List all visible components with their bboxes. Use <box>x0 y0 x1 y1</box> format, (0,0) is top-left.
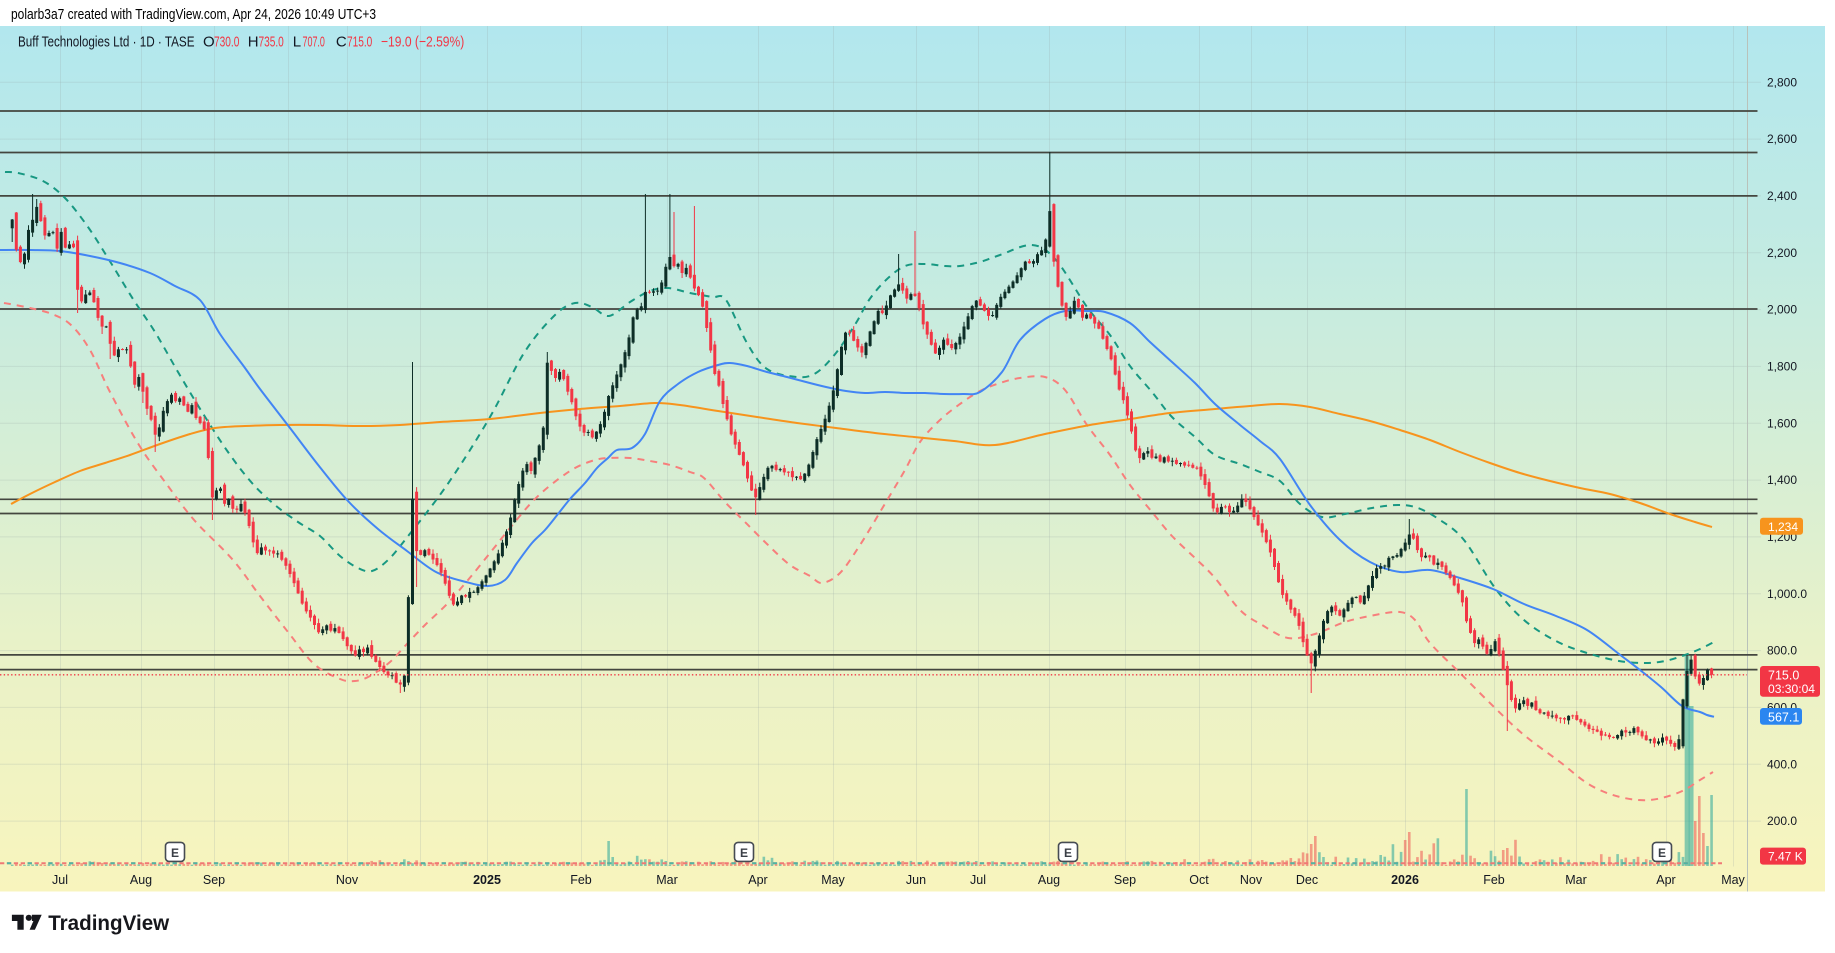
svg-text:400.0: 400.0 <box>1767 757 1797 771</box>
svg-text:1,800: 1,800 <box>1767 359 1797 373</box>
svg-text:Aug: Aug <box>1038 873 1060 887</box>
svg-text:Feb: Feb <box>1483 873 1505 887</box>
svg-text:polarb3a7 created with Trading: polarb3a7 created with TradingView.com, … <box>11 7 376 23</box>
svg-text:7.47 K: 7.47 K <box>1768 850 1803 864</box>
svg-text:800.0: 800.0 <box>1767 644 1797 658</box>
svg-text:2,800: 2,800 <box>1767 75 1797 89</box>
svg-text:Sep: Sep <box>1114 873 1136 887</box>
svg-text:E: E <box>171 846 179 860</box>
svg-text:1,400: 1,400 <box>1767 473 1797 487</box>
svg-text:E: E <box>1064 846 1072 860</box>
svg-text:C: C <box>336 34 347 51</box>
svg-text:2,400: 2,400 <box>1767 189 1797 203</box>
svg-text:715.0: 715.0 <box>1768 668 1799 682</box>
svg-text:Jun: Jun <box>906 873 926 887</box>
svg-text:L: L <box>293 34 301 51</box>
svg-text:Nov: Nov <box>336 873 359 887</box>
svg-text:−19.0 (−2.59%): −19.0 (−2.59%) <box>381 34 464 51</box>
svg-text:2,600: 2,600 <box>1767 132 1797 146</box>
svg-text:Dec: Dec <box>1296 873 1318 887</box>
svg-text:1,234: 1,234 <box>1768 520 1798 534</box>
svg-text:Oct: Oct <box>1189 873 1209 887</box>
svg-text:Mar: Mar <box>656 873 678 887</box>
svg-text:May: May <box>821 873 845 887</box>
svg-text:730.0: 730.0 <box>214 34 239 51</box>
svg-text:E: E <box>740 846 748 860</box>
svg-text:Apr: Apr <box>748 873 767 887</box>
svg-text:1,600: 1,600 <box>1767 416 1797 430</box>
svg-text:707.0: 707.0 <box>303 34 325 51</box>
svg-text:Jul: Jul <box>52 873 68 887</box>
svg-text:May: May <box>1721 873 1745 887</box>
svg-text:E: E <box>1658 846 1666 860</box>
svg-text:Mar: Mar <box>1565 873 1587 887</box>
svg-text:H: H <box>248 34 259 51</box>
svg-text:O: O <box>203 34 215 51</box>
svg-text:200.0: 200.0 <box>1767 814 1797 828</box>
svg-text:735.0: 735.0 <box>259 34 284 51</box>
svg-text:Sep: Sep <box>203 873 225 887</box>
svg-text:Buff Technologies Ltd · 1D · T: Buff Technologies Ltd · 1D · TASE <box>18 34 195 51</box>
svg-text:2,000: 2,000 <box>1767 303 1797 317</box>
svg-text:Nov: Nov <box>1240 873 1263 887</box>
svg-text:Feb: Feb <box>570 873 592 887</box>
svg-text:Aug: Aug <box>130 873 152 887</box>
svg-text:1,000.0: 1,000.0 <box>1767 587 1807 601</box>
svg-text:Apr: Apr <box>1656 873 1675 887</box>
svg-text:567.1: 567.1 <box>1768 710 1799 724</box>
svg-text:715.0: 715.0 <box>347 34 372 51</box>
svg-text:Jul: Jul <box>970 873 986 887</box>
svg-text:03:30:04: 03:30:04 <box>1768 682 1815 696</box>
svg-text:2026: 2026 <box>1391 873 1419 887</box>
svg-text:2025: 2025 <box>473 873 501 887</box>
svg-text:2,200: 2,200 <box>1767 246 1797 260</box>
svg-text:TradingView: TradingView <box>48 912 170 935</box>
